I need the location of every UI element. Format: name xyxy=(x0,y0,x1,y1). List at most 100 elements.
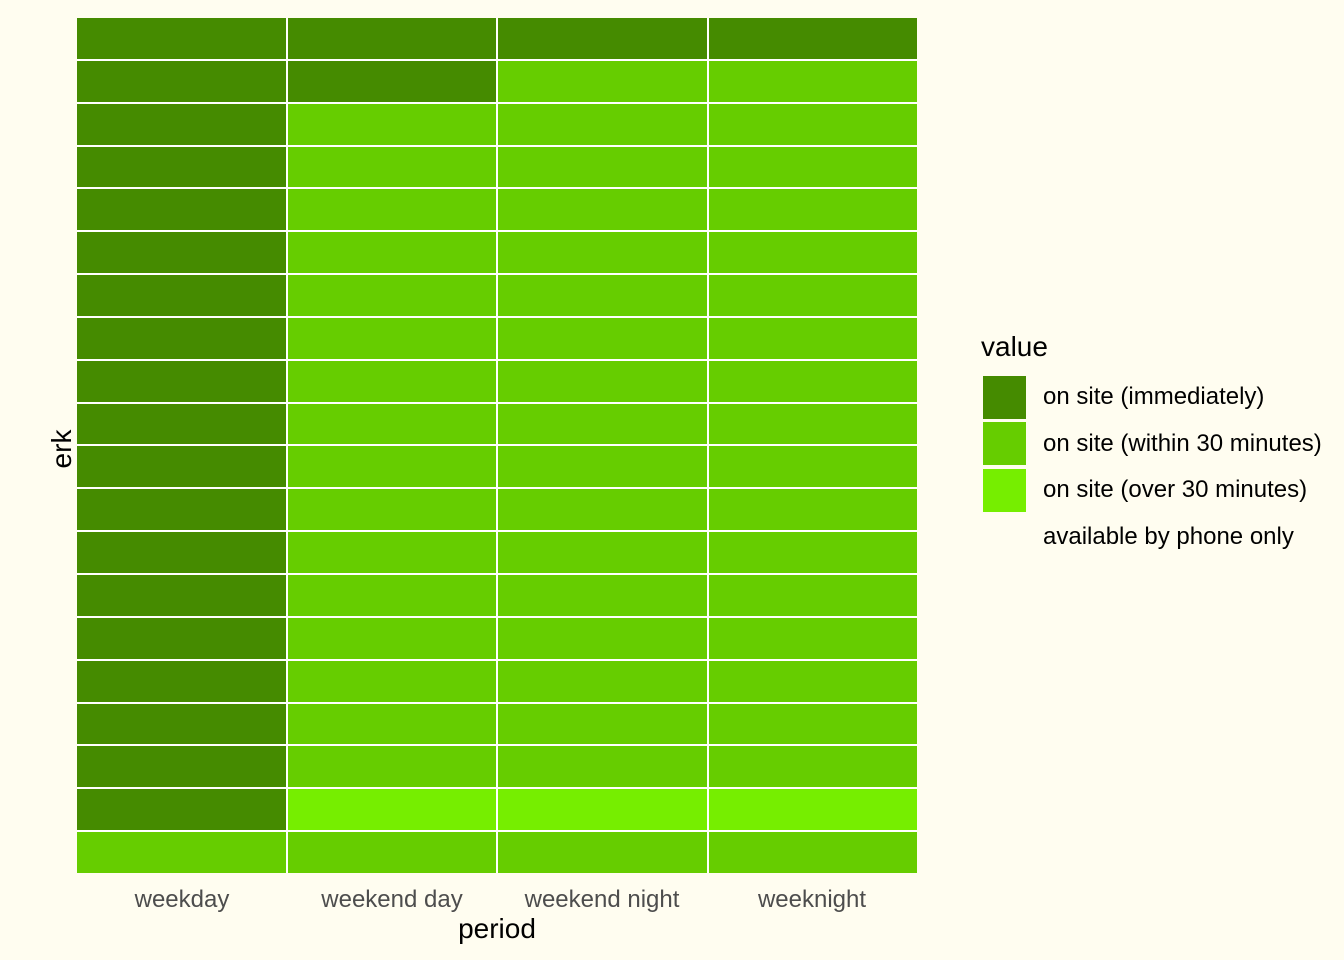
heatmap-cell xyxy=(708,703,917,745)
heatmap-cell xyxy=(77,403,286,445)
heatmap-cell xyxy=(498,189,707,231)
heatmap-cell xyxy=(77,146,286,188)
heatmap-cell xyxy=(708,489,917,531)
heatmap-cell xyxy=(77,189,286,231)
heatmap-cell xyxy=(287,489,496,531)
legend-title: value xyxy=(981,331,1048,362)
heatmap-cell xyxy=(708,317,917,359)
heatmap-panel xyxy=(77,18,917,873)
heatmap-cell xyxy=(708,575,917,616)
heatmap-cell xyxy=(77,703,286,745)
heatmap-cell xyxy=(498,103,707,145)
heatmap-cell xyxy=(498,446,707,488)
heatmap-cell xyxy=(287,275,496,316)
heatmap-cell xyxy=(77,103,286,145)
heatmap-cell xyxy=(287,360,496,402)
heatmap-cell xyxy=(287,317,496,359)
heatmap-cell xyxy=(287,189,496,231)
heatmap-cell xyxy=(498,660,707,702)
heatmap-cell xyxy=(498,403,707,445)
heatmap-cell xyxy=(708,18,917,59)
heatmap-cell xyxy=(708,275,917,316)
heatmap-cell xyxy=(708,60,917,102)
legend-label: available by phone only xyxy=(1043,522,1294,550)
heatmap-cell xyxy=(287,232,496,274)
legend-label: on site (immediately) xyxy=(1043,383,1265,411)
heatmap-cell xyxy=(287,617,496,659)
heatmap-cell xyxy=(287,703,496,745)
heatmap-cell xyxy=(77,275,286,316)
heatmap-cell xyxy=(287,146,496,188)
heatmap-cell xyxy=(77,532,286,574)
heatmap-cell xyxy=(287,446,496,488)
heatmap-cell xyxy=(708,189,917,231)
heatmap-cell xyxy=(498,146,707,188)
heatmap-cell xyxy=(498,532,707,574)
heatmap-cell xyxy=(287,60,496,102)
y-axis-title: erk xyxy=(46,429,77,469)
heatmap-cell xyxy=(498,18,707,59)
heatmap-cell xyxy=(498,317,707,359)
legend-swatch-on-site-over-30 xyxy=(983,468,1026,512)
legend-entry: on site (over 30 minutes) xyxy=(983,467,1322,514)
heatmap-cell xyxy=(287,832,496,873)
legend-label: on site (within 30 minutes) xyxy=(1043,429,1322,457)
heatmap-cell xyxy=(77,60,286,102)
heatmap-cell xyxy=(287,746,496,788)
heatmap-cell xyxy=(287,403,496,445)
heatmap-cell xyxy=(708,446,917,488)
heatmap-cell xyxy=(77,232,286,274)
heatmap-cell xyxy=(287,789,496,831)
legend: value on site (immediately) on site (wit… xyxy=(981,331,1322,560)
heatmap-cell xyxy=(77,446,286,488)
heatmap-cell xyxy=(287,103,496,145)
x-axis-tick-labels: weekday weekend day weekend night weekni… xyxy=(77,886,917,914)
legend-swatch-available-by-phone xyxy=(983,515,1026,559)
legend-entry: available by phone only xyxy=(983,514,1322,561)
heatmap-cell xyxy=(498,746,707,788)
heatmap-cell xyxy=(498,489,707,531)
heatmap-cell xyxy=(77,18,286,59)
heatmap-cell xyxy=(498,232,707,274)
heatmap-cell xyxy=(708,103,917,145)
heatmap-cell xyxy=(498,275,707,316)
heatmap-cell xyxy=(708,360,917,402)
legend-entry: on site (within 30 minutes) xyxy=(983,421,1322,468)
heatmap-cell xyxy=(498,703,707,745)
heatmap-cell xyxy=(498,832,707,873)
heatmap-cell xyxy=(708,617,917,659)
heatmap-cell xyxy=(287,18,496,59)
x-tick-weeknight: weeknight xyxy=(757,886,867,913)
heatmap-cell xyxy=(77,832,286,873)
heatmap-cell xyxy=(708,403,917,445)
heatmap-cell xyxy=(77,360,286,402)
heatmap-cell xyxy=(708,146,917,188)
legend-label: on site (over 30 minutes) xyxy=(1043,476,1308,504)
x-tick-weekday: weekday xyxy=(134,886,230,913)
heatmap-cell xyxy=(498,360,707,402)
heatmap-cell xyxy=(287,660,496,702)
heatmap-cell xyxy=(708,746,917,788)
heatmap-cell xyxy=(77,789,286,831)
x-tick-weekend-night: weekend night xyxy=(524,886,680,913)
x-tick-weekend-day: weekend day xyxy=(321,886,463,913)
heatmap-cell xyxy=(708,532,917,574)
heatmap-cell xyxy=(77,660,286,702)
heatmap-cell xyxy=(498,789,707,831)
heatmap-cell xyxy=(498,575,707,616)
heatmap-cell xyxy=(708,832,917,873)
legend-swatch-on-site-immediately xyxy=(983,375,1026,419)
heatmap-cell xyxy=(77,575,286,616)
heatmap-cell xyxy=(708,232,917,274)
heatmap-cell xyxy=(498,60,707,102)
x-axis-title: period xyxy=(458,913,536,944)
heatmap-cell xyxy=(498,617,707,659)
heatmap-cell xyxy=(77,746,286,788)
legend-swatch-on-site-within-30 xyxy=(983,422,1026,466)
heatmap-cell xyxy=(77,317,286,359)
heatmap-cell xyxy=(287,532,496,574)
legend-entry: on site (immediately) xyxy=(983,374,1322,421)
heatmap-cell xyxy=(708,660,917,702)
heatmap-cell xyxy=(708,789,917,831)
heatmap-cell xyxy=(77,489,286,531)
